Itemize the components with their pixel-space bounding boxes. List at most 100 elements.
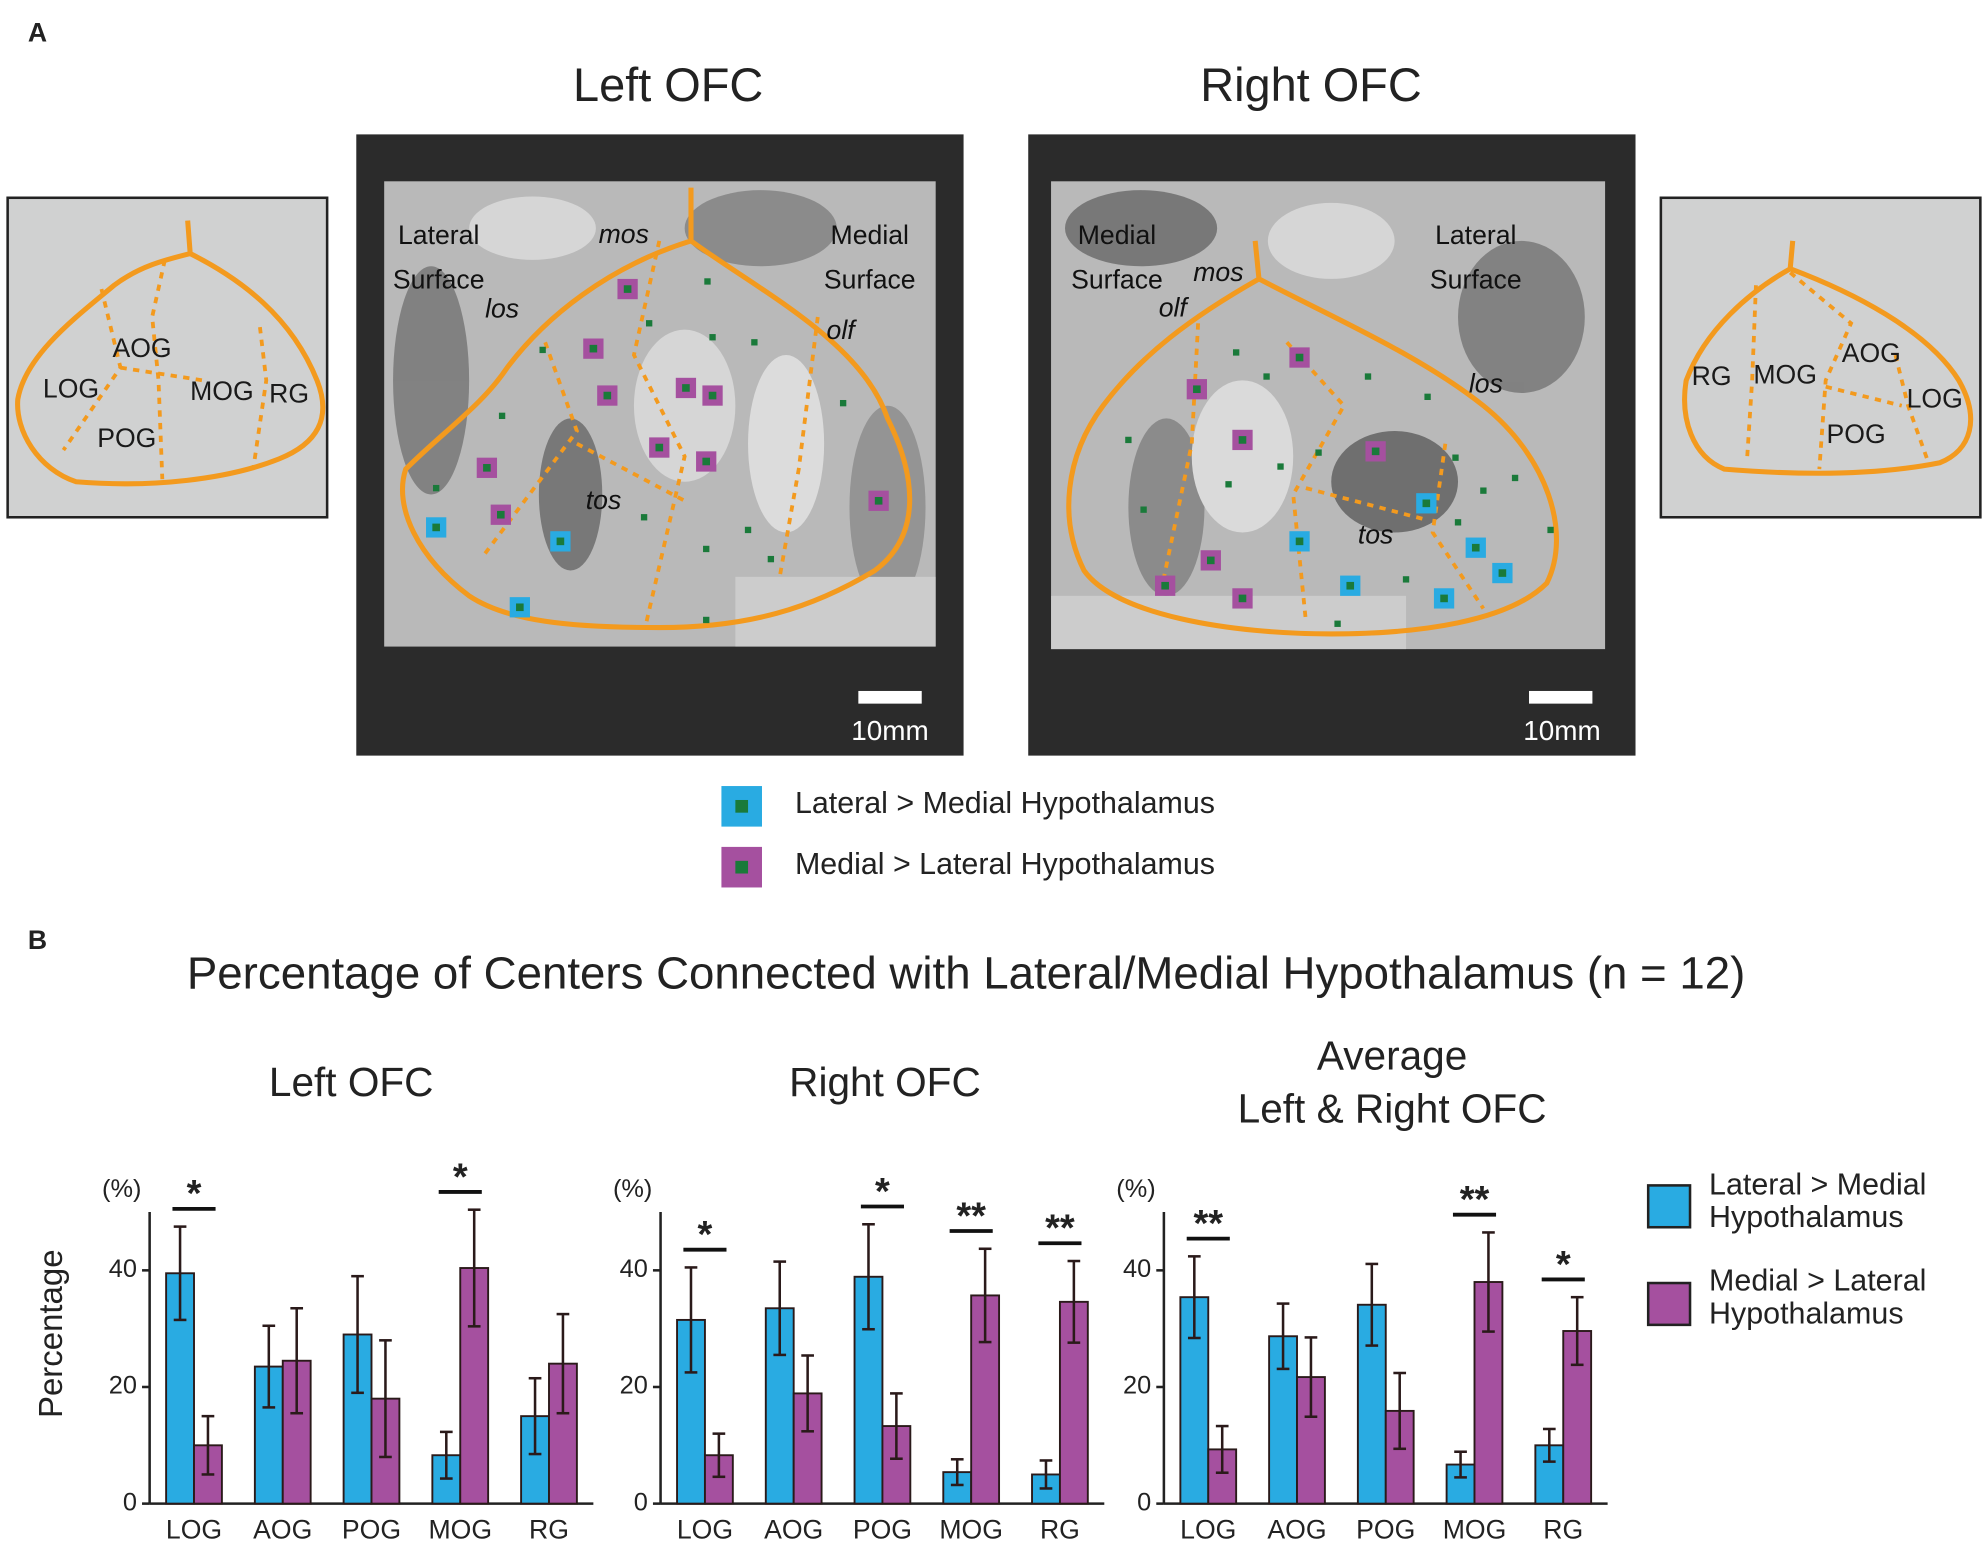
significance-label: ** (1045, 1208, 1075, 1250)
map-title: Right OFC (1200, 59, 1421, 111)
sulcus-label: los (485, 294, 519, 324)
significance-label: * (453, 1156, 468, 1198)
center-dot (1452, 454, 1459, 461)
center-dot (1263, 373, 1270, 380)
center-dot (623, 285, 632, 293)
map-label: Surface (393, 264, 485, 294)
center-dot (498, 412, 506, 420)
x-tick-label: POG (853, 1515, 912, 1545)
outline (1066, 240, 1560, 637)
x-tick-label: AOG (1267, 1515, 1326, 1545)
error-bar (1067, 1259, 1081, 1344)
error-bar (1276, 1302, 1290, 1371)
error-bar (467, 1208, 481, 1328)
x-tick-label: MOG (1443, 1515, 1507, 1545)
center-dot (1161, 581, 1169, 590)
outline (15, 220, 326, 487)
x-tick-label: RG (1040, 1515, 1080, 1545)
legend-item: Lateral > Medial Hypothalamus (1709, 1168, 1927, 1235)
sulcus-line (480, 240, 820, 622)
schematic-box (6, 196, 329, 519)
significance-label: * (187, 1173, 202, 1215)
sulcus-label: olf (827, 315, 858, 345)
error-bar (1454, 1450, 1467, 1479)
map-label: Surface (1071, 264, 1163, 294)
region-label: AOG (1842, 338, 1901, 368)
y-tick-label: 40 (109, 1255, 137, 1283)
map-label: Lateral (398, 220, 479, 250)
error-bar (290, 1306, 304, 1415)
error-bar (1187, 1255, 1201, 1340)
center-dot (1334, 620, 1341, 627)
center-dot (1424, 393, 1431, 400)
legend-item: Medial > Lateral Hypothalamus (1709, 1265, 1926, 1330)
panel-title: Percentage of Centers Connected with Lat… (187, 947, 1745, 998)
error-bar (1304, 1336, 1318, 1418)
region-label: MOG (1753, 360, 1817, 390)
error-bar (890, 1392, 903, 1460)
center-dot (589, 344, 598, 353)
center-dot (1140, 506, 1147, 513)
region-label: RG (1692, 361, 1732, 391)
significance-label: ** (1460, 1179, 1490, 1221)
center-dot (497, 510, 505, 519)
sulcus-line (61, 259, 269, 480)
center-dot (1232, 349, 1240, 356)
error-bar (556, 1312, 570, 1415)
center-dot (1547, 526, 1554, 534)
charts: Left OFC Percentage (%) 0 20 40 LOG * AOG POG MOG *… (32, 1032, 1608, 1545)
map-label: Lateral (1435, 220, 1516, 250)
x-tick-label: AOG (253, 1515, 312, 1545)
region-label: POG (97, 423, 156, 453)
region-label: AOG (112, 333, 171, 363)
center-dot (1454, 519, 1462, 526)
region-label: RG (269, 379, 309, 409)
center-dot (640, 514, 648, 521)
map-label: Medial (1078, 220, 1156, 250)
center-dot (744, 526, 752, 534)
center-dot (556, 537, 565, 546)
legend-label: Lateral > Medial Hypothalamus (1709, 1168, 1927, 1235)
chart-title: Left OFC (269, 1059, 434, 1105)
error-bar (1365, 1262, 1379, 1347)
significance-label: ** (1193, 1203, 1223, 1245)
center-dot (682, 384, 690, 392)
center-dot (1277, 463, 1284, 470)
map-title: Left OFC (573, 59, 763, 111)
center-dot (703, 616, 710, 624)
center-dot (702, 457, 711, 466)
error-bar (1215, 1424, 1229, 1474)
center-dot (1206, 556, 1215, 565)
y-tick-label: 40 (620, 1255, 648, 1283)
sulcus-label: los (1469, 368, 1503, 398)
center-dot (1238, 594, 1247, 603)
legend-swatch (1646, 1184, 1692, 1229)
center-dot (1125, 436, 1132, 444)
center-dot (1402, 576, 1410, 583)
center-dot (709, 334, 716, 341)
error-bar (351, 1274, 364, 1395)
x-tick-label: MOG (939, 1515, 1003, 1545)
error-bar (528, 1376, 542, 1456)
significance-label: * (698, 1214, 713, 1256)
map-label: Surface (824, 264, 916, 294)
center-dot (539, 346, 546, 354)
panel-label: B (28, 925, 47, 955)
schematic-box (1659, 196, 1982, 519)
chart-title: Average (1317, 1032, 1467, 1078)
map-label: Medial (831, 220, 909, 250)
error-bar (773, 1260, 787, 1357)
x-tick-label: LOG (166, 1515, 222, 1545)
center-dot (432, 523, 440, 532)
error-bar (1393, 1371, 1407, 1451)
y-unit-label: (%) (102, 1175, 141, 1203)
error-bar (978, 1247, 992, 1344)
center-dot (1480, 487, 1487, 494)
center-dot (516, 603, 524, 612)
significance-label: * (1556, 1244, 1571, 1286)
x-tick-label: RG (529, 1515, 569, 1545)
center-dot (603, 391, 612, 400)
center-dot (1295, 353, 1304, 362)
center-markers (426, 278, 1554, 627)
sulcus-label: mos (1193, 257, 1243, 287)
